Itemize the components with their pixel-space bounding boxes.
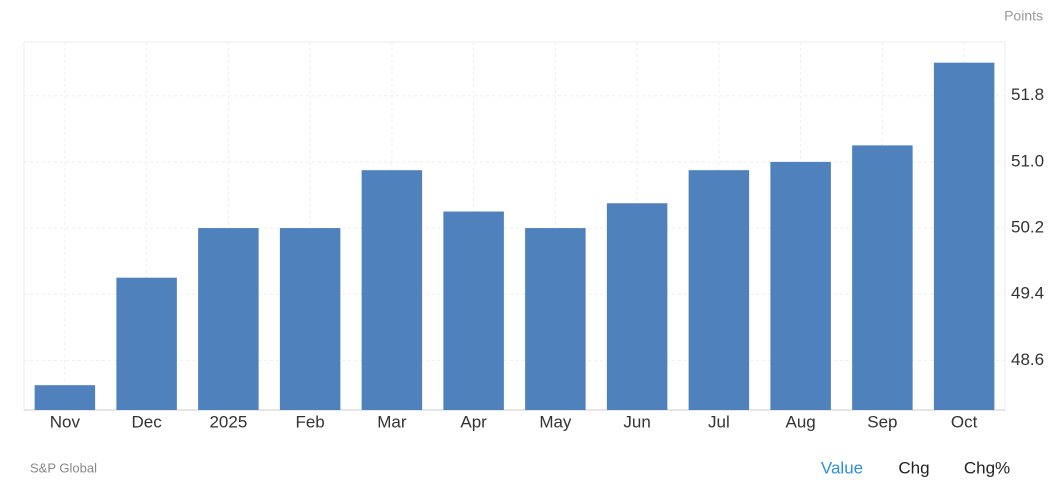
x-tick-label: Aug (786, 412, 816, 431)
source: S&P Global (30, 460, 97, 475)
bar (933, 62, 995, 410)
y-axis-label: Points (1004, 8, 1043, 24)
x-tick-label: Apr (460, 412, 487, 431)
tab-chg[interactable]: Chg (898, 458, 929, 477)
x-tick-label: Jul (708, 412, 730, 431)
bar (606, 203, 668, 410)
x-tick-label: Nov (50, 412, 81, 431)
y-tick-label: 49.4 (1011, 284, 1044, 303)
bar (279, 228, 341, 410)
bar (443, 211, 504, 410)
y-tick-label: 51.0 (1011, 151, 1044, 170)
x-tick-label: Feb (295, 412, 324, 431)
x-tick-label: Dec (132, 412, 163, 431)
bar (361, 170, 423, 410)
tab-chg-pct[interactable]: Chg% (964, 458, 1010, 477)
x-tick-label: Oct (951, 412, 978, 431)
y-tick-label: 51.8 (1011, 85, 1044, 104)
bar (198, 228, 259, 410)
bar (852, 145, 913, 410)
bar (770, 161, 831, 410)
x-tick-label: 2025 (209, 412, 247, 431)
x-tick-label: Sep (867, 412, 897, 431)
tab-value[interactable]: Value (821, 458, 863, 477)
x-tick-label: Jun (623, 412, 650, 431)
x-tick-label: Mar (377, 412, 407, 431)
bar (688, 170, 750, 410)
x-tick-label: May (539, 412, 572, 431)
bar (525, 228, 586, 410)
bar (116, 277, 177, 410)
bar (34, 385, 96, 410)
y-tick-label: 48.6 (1011, 350, 1044, 369)
y-tick-label: 50.2 (1011, 218, 1044, 237)
